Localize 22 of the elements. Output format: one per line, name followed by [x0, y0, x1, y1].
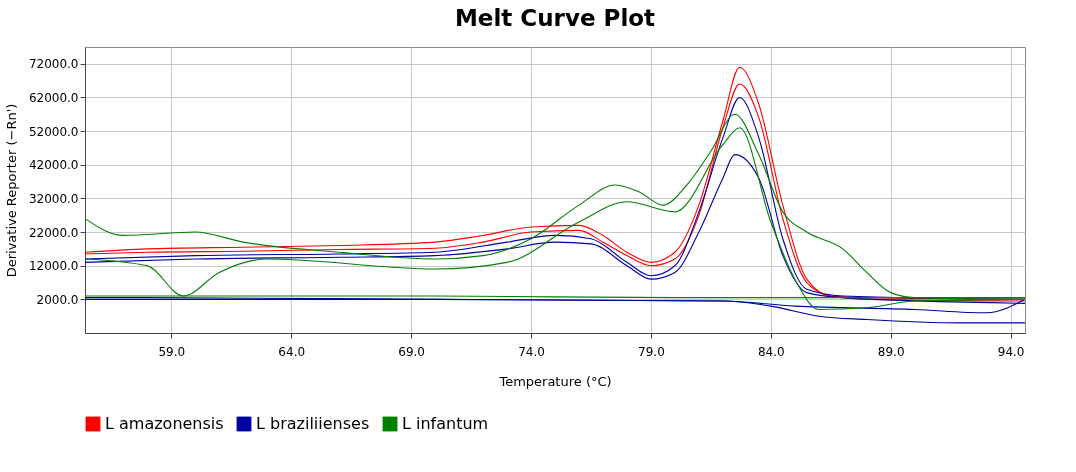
x-tick-label: 64.0: [278, 344, 306, 359]
y-tick-label: 32000.0: [28, 191, 79, 206]
x-tick-label: 59.0: [158, 344, 186, 359]
y-tick-label: 52000.0: [28, 124, 79, 139]
chart-title: Melt Curve Plot: [454, 5, 656, 31]
x-tick-label: 94.0: [997, 344, 1025, 359]
x-tick-label: 79.0: [638, 344, 665, 359]
legend-label: L amazonensis: [105, 414, 224, 433]
x-tick-label: 74.0: [518, 344, 545, 359]
y-tick-label: 22000.0: [28, 225, 79, 240]
y-axis-title: Derivative Reporter (−Rn'): [3, 103, 19, 278]
x-axis-title: Temperature (°C): [498, 373, 612, 389]
legend-label: L infantum: [402, 414, 489, 433]
legend-label: L braziliienses: [256, 414, 370, 433]
x-tick-label: 69.0: [398, 344, 425, 359]
y-tick-label: 72000.0: [28, 57, 79, 72]
y-tick-label: 42000.0: [28, 158, 79, 173]
y-tick-label: 12000.0: [28, 259, 79, 274]
x-tick-label: 84.0: [757, 344, 785, 359]
y-tick-label: 62000.0: [28, 90, 79, 105]
x-tick-label: 89.0: [877, 344, 905, 359]
y-tick-label: 2000.0: [36, 292, 79, 307]
